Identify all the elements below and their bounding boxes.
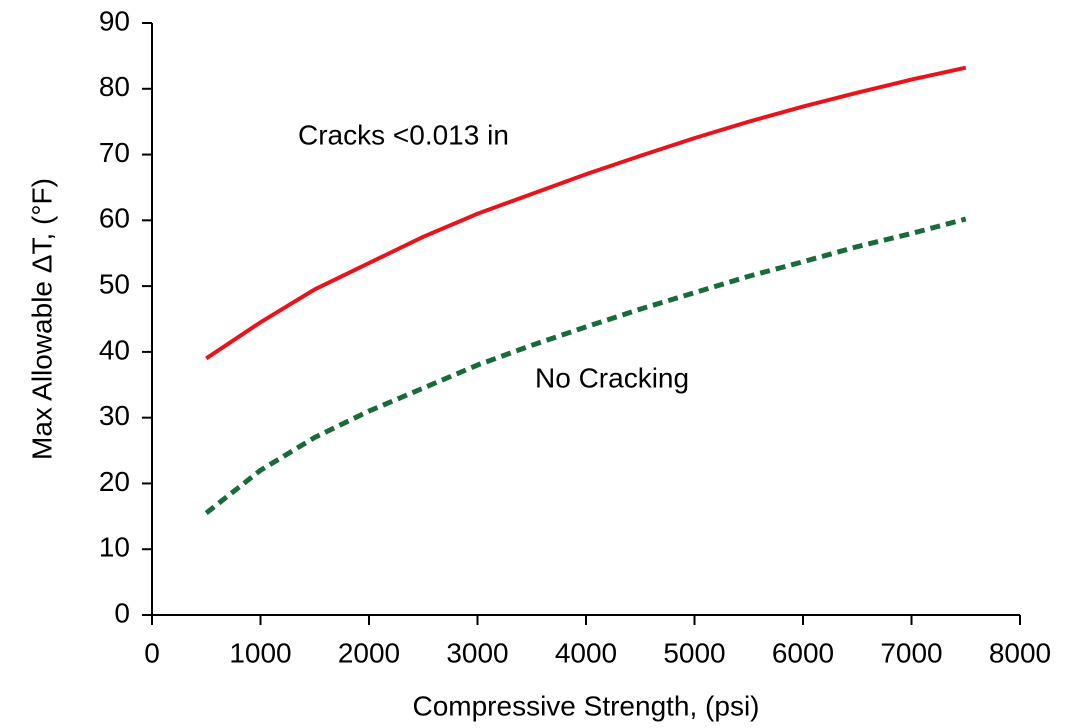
x-tick-label: 2000 bbox=[338, 637, 400, 668]
y-tick-label: 80 bbox=[99, 71, 130, 102]
x-axis-label: Compressive Strength, (psi) bbox=[412, 690, 759, 721]
y-tick-label: 50 bbox=[99, 269, 130, 300]
annotation: Cracks <0.013 in bbox=[298, 119, 509, 150]
annotation: No Cracking bbox=[535, 362, 689, 393]
x-tick-label: 7000 bbox=[880, 637, 942, 668]
x-tick-label: 5000 bbox=[663, 637, 725, 668]
y-tick-label: 70 bbox=[99, 137, 130, 168]
series-line bbox=[205, 65, 967, 361]
series-line bbox=[204, 216, 967, 516]
y-tick-label: 30 bbox=[99, 400, 130, 431]
y-tick-label: 0 bbox=[114, 597, 130, 628]
x-tick-label: 8000 bbox=[989, 637, 1051, 668]
x-tick-label: 3000 bbox=[446, 637, 508, 668]
x-tick-label: 0 bbox=[144, 637, 160, 668]
y-tick-label: 20 bbox=[99, 466, 130, 497]
y-axis-label: Max Allowable ΔT, (°F) bbox=[26, 178, 57, 460]
y-tick-label: 10 bbox=[99, 532, 130, 563]
x-tick-label: 1000 bbox=[229, 637, 291, 668]
y-tick-label: 60 bbox=[99, 203, 130, 234]
x-tick-label: 4000 bbox=[555, 637, 617, 668]
y-tick-label: 40 bbox=[99, 334, 130, 365]
x-tick-label: 6000 bbox=[772, 637, 834, 668]
y-tick-label: 90 bbox=[99, 5, 130, 36]
